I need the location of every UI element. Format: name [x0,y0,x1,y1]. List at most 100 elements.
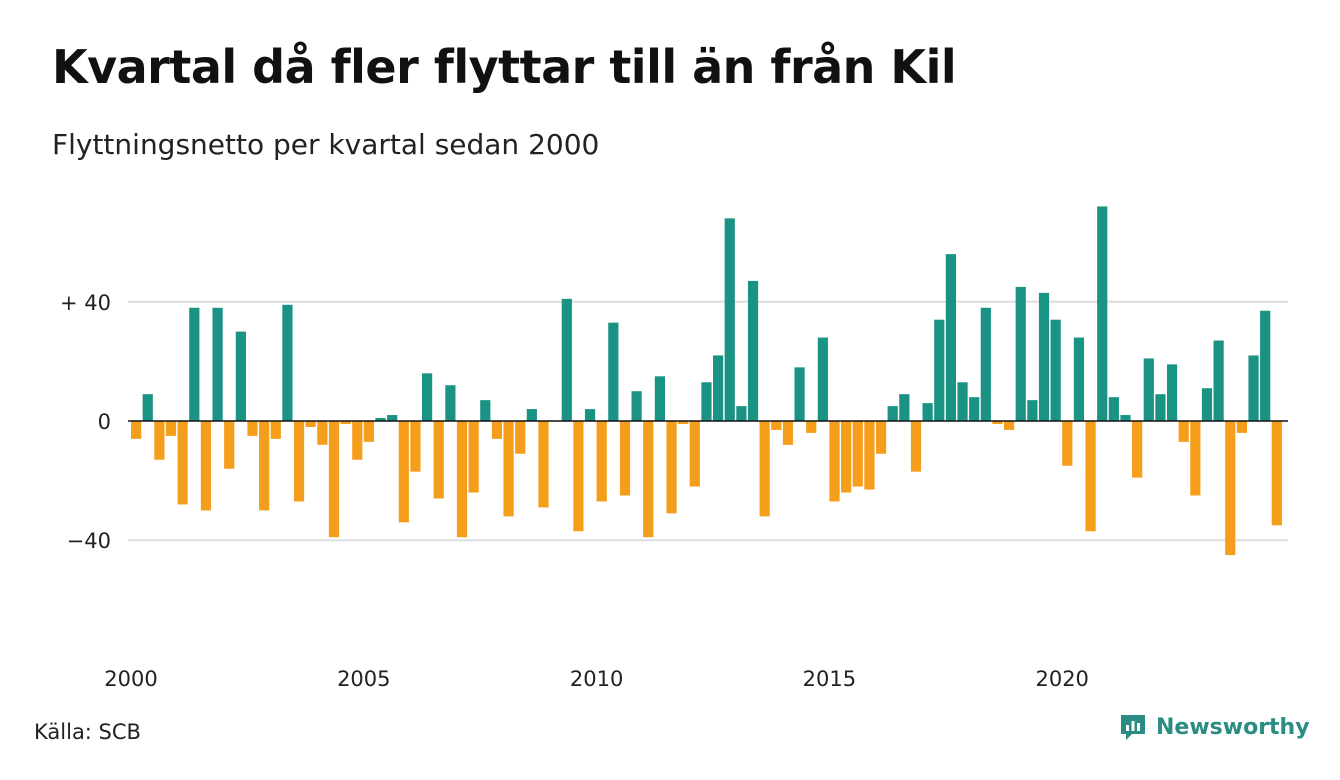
bar [852,421,863,487]
bar [1143,358,1154,421]
bar [1015,286,1026,421]
bar [864,421,875,490]
bar [433,421,444,499]
bar [270,421,281,439]
bar [817,337,828,421]
bar [375,418,386,421]
bar [247,421,258,436]
bar [328,421,340,538]
bar [771,421,782,430]
bar [212,307,223,421]
bar [131,421,142,439]
bar [445,385,456,421]
bar [957,382,968,421]
bar [503,421,514,517]
x-tick-label: 2015 [803,667,856,691]
bar [910,421,922,472]
bar [631,391,642,421]
bar [1027,400,1038,421]
newsworthy-logo-icon [1121,715,1145,740]
bar [969,397,980,421]
bars [131,206,1282,556]
bar [875,421,887,454]
bar [1190,421,1201,496]
bar [480,400,491,421]
bar [1166,364,1178,421]
bar [387,415,398,421]
bar [515,421,526,454]
bar [701,382,712,421]
x-tick-label: 2010 [570,667,623,691]
gridlines [128,300,1288,542]
bar [747,280,759,421]
bar [340,421,351,424]
bar [759,421,770,517]
y-tick-label: −40 [67,529,111,553]
y-tick-label: + 40 [60,291,111,315]
bar [806,421,817,433]
bar [573,421,584,532]
bar [282,304,293,421]
bar [1271,421,1282,526]
bar [224,421,235,469]
chart-subtitle: Flyttningsnetto per kvartal sedan 2000 [52,128,600,161]
bar [922,403,933,421]
bar [678,421,689,424]
x-tick-label: 2005 [337,667,390,691]
y-axis-labels: + 40 0 −40 [60,291,111,553]
bar [1225,421,1236,556]
bar [887,406,898,421]
bar [491,421,503,439]
bar [1132,421,1143,478]
bar [899,394,910,421]
bar [561,298,572,421]
bar [352,421,363,460]
bar [1050,319,1061,421]
x-tick-label: 2000 [104,667,157,691]
bar [398,421,409,523]
bar [1085,421,1096,532]
bar [1108,397,1119,421]
bar [293,421,305,502]
chart-title: Kvartal då fler flyttar till än från Kil [52,40,957,94]
brand-name: Newsworthy [1156,714,1310,740]
bar [1038,292,1050,421]
bar [980,307,991,421]
source-note: Källa: SCB [34,720,141,744]
bar [177,421,188,505]
bar [934,319,945,421]
bar [317,421,328,445]
bar [1260,310,1271,421]
bar [1155,394,1166,421]
bar [422,373,433,421]
y-tick-label: 0 [98,410,111,434]
bar [468,421,479,493]
bar [829,421,840,502]
bar [736,406,747,421]
bar [584,409,596,421]
bar [305,421,316,427]
bar [1178,421,1189,442]
bar [410,421,421,472]
bar [1201,388,1213,421]
bar [1073,337,1085,421]
bar [538,421,549,508]
bar [992,421,1003,424]
bar [643,421,654,538]
bar [1213,340,1224,421]
bar [794,367,805,421]
bar [235,331,246,421]
bar [724,218,735,421]
bar [456,421,468,538]
bar [782,421,794,445]
bar [142,394,153,421]
bar [1097,206,1108,421]
bar [619,421,631,496]
bar [1236,421,1247,433]
bar [189,307,200,421]
x-tick-label: 2020 [1035,667,1088,691]
bar [713,355,724,421]
bar [200,421,212,511]
bar [259,421,270,511]
